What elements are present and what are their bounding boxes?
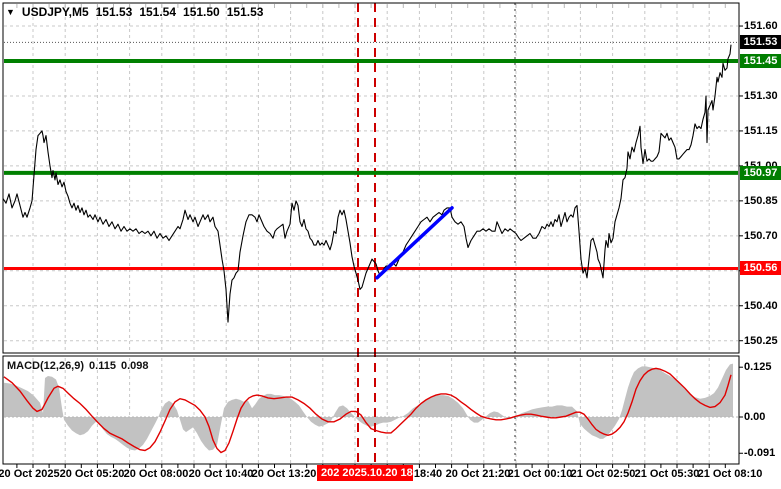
macd-histogram [4,363,733,451]
price-line [2,44,732,323]
time-axis-label: 20 Oct 05:20 [59,468,125,480]
time-axis-label: 21 Oct 05:30 [634,468,700,480]
crosshair-time-badge: 202 2025.10.20 18:10 [317,465,413,481]
macd-axis-label: 0.00 [744,411,766,423]
trendline[interactable] [375,206,454,280]
price-axis-label: 150.25 [744,335,778,347]
stop-level-badge: 150.56 [740,261,781,275]
macd-main-value: 0.115 [89,360,116,372]
time-axis-label: 20 Oct 08:00 [123,468,189,480]
resistance-level-badge: 151.45 [740,54,781,68]
support-level-badge: 150.97 [740,166,781,180]
price-axis-label: 151.15 [744,125,778,137]
macd-axis-label: 0.125 [744,361,772,373]
time-axis-label: 20 Oct 13:20 [251,468,317,480]
main-chart-border [2,2,740,354]
price-axis-label: 150.70 [744,230,778,242]
time-axis-label: 21 Oct 08:10 [697,468,763,480]
time-axis-label: 21 Oct 02:50 [570,468,636,480]
price-axis-label: 150.85 [744,195,778,207]
symbol-period-label: USDJPY,M5 [21,5,89,19]
macd-signal-line [3,367,732,454]
macd-signal-value: 0.098 [120,360,149,372]
time-axis-label: 20 Oct 2025 [0,468,60,480]
last-price-badge: 151.53 [740,35,781,49]
time-axis-label: 20 Oct 21:20 [445,468,511,480]
chart-title: ▼ USDJPY,M5 151.53 151.54 151.50 151.53 [6,5,263,19]
ohlc-open: 151.53 [95,5,133,19]
time-axis-label: 21 Oct 00:10 [507,468,573,480]
price-axis-label: 151.60 [744,20,778,32]
ohlc-high: 151.54 [139,5,177,19]
ohlc-close: 151.53 [226,5,264,19]
time-axis-label: 18:40 [413,468,443,480]
macd-axis-label: -0.091 [744,447,776,459]
price-axis-label: 150.40 [744,300,778,312]
ohlc-low: 151.50 [183,5,220,19]
time-axis-label: 20 Oct 10:40 [188,468,254,480]
price-axis-label: 151.30 [744,90,778,102]
symbol-dropdown-icon[interactable]: ▼ [6,7,15,17]
macd-indicator-name: MACD(12,26,9) [7,360,85,372]
macd-indicator-label: MACD(12,26,9) 0.115 0.098 [7,360,148,372]
